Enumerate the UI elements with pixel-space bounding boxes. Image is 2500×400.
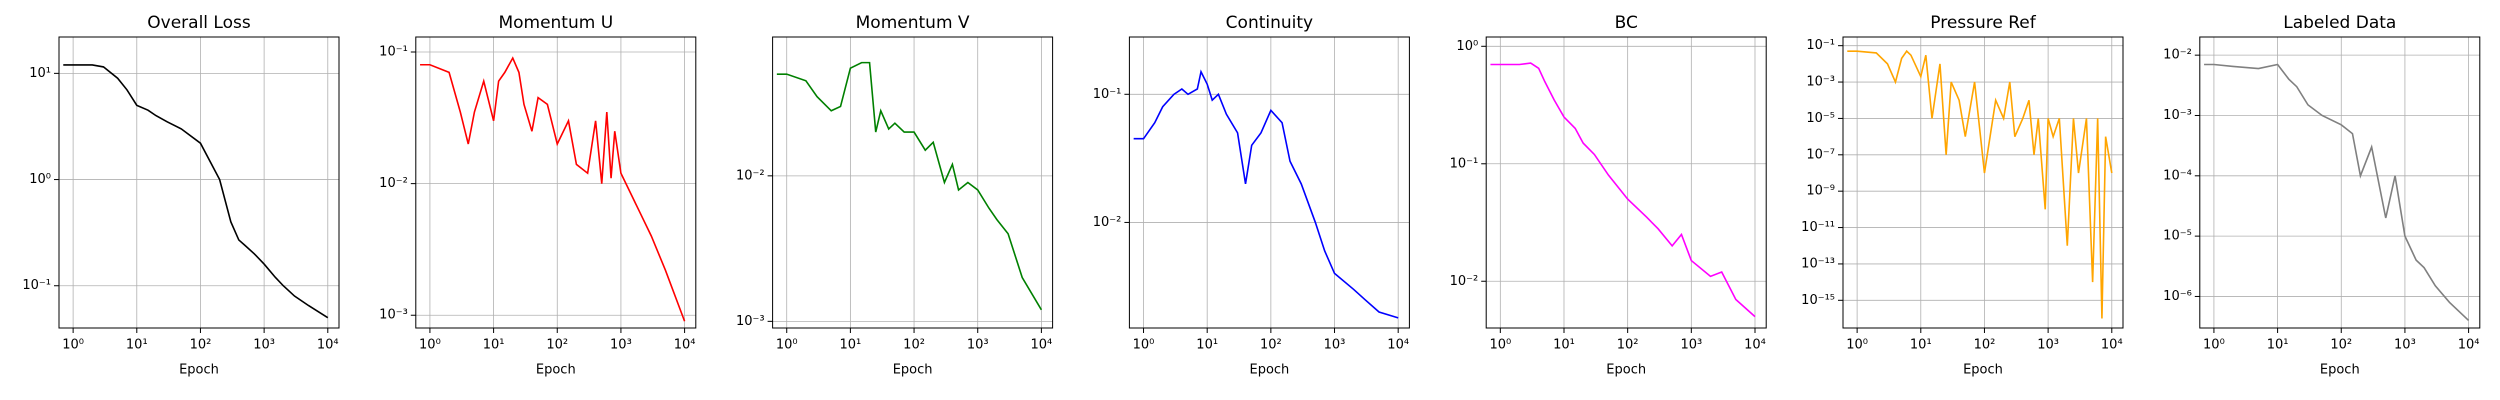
x-axis-label: Epoch — [1249, 363, 1289, 378]
x-tick-label: 10⁴ — [317, 338, 339, 353]
x-tick-label: 10⁰ — [2203, 338, 2225, 353]
x-tick-label: 10³ — [1324, 338, 1346, 353]
x-tick-label: 10³ — [253, 338, 275, 353]
data-line — [776, 61, 1043, 311]
x-axis-label: Epoch — [1606, 363, 1646, 378]
y-tick-label: 10⁻⁴ — [2163, 168, 2192, 183]
y-tick-label: 10⁻² — [736, 168, 765, 183]
subplot-title: Momentum U — [498, 13, 613, 33]
x-tick-label: 10⁰ — [1489, 338, 1511, 353]
axes-frame — [415, 36, 697, 329]
y-tick-label: 10⁻¹¹ — [1801, 220, 1835, 235]
x-axis-label: Epoch — [2320, 363, 2360, 378]
x-tick-label: 10¹ — [1910, 338, 1932, 353]
y-tick-label: 10⁻¹⁵ — [1801, 293, 1835, 308]
data-line — [2204, 63, 2470, 322]
y-tick-label: 10⁻⁹ — [1806, 184, 1835, 199]
y-tick-label: 10⁻² — [379, 176, 408, 191]
subplot-title: Momentum V — [856, 13, 970, 33]
axes-frame — [2199, 36, 2481, 329]
x-tick-label: 10⁰ — [419, 338, 441, 353]
y-tick-label: 10⁻¹ — [1093, 87, 1122, 102]
y-tick-label: 10¹ — [29, 66, 51, 81]
y-tick-label: 10⁻¹ — [1450, 156, 1479, 171]
y-tick-label: 10⁻³ — [379, 308, 408, 323]
y-tick-label: 10⁻⁵ — [2163, 229, 2192, 244]
subplot-title: BC — [1615, 13, 1638, 33]
y-tick-label: 10⁻¹³ — [1801, 256, 1835, 271]
data-line — [1133, 69, 1399, 319]
y-tick-label: 10⁻³ — [2163, 108, 2192, 123]
x-tick-label: 10¹ — [126, 338, 148, 353]
data-line — [420, 56, 686, 322]
axes-frame — [772, 36, 1054, 329]
x-axis-label: Epoch — [893, 363, 933, 378]
x-tick-label: 10⁴ — [2458, 338, 2480, 353]
y-tick-label: 10⁻⁵ — [1806, 111, 1835, 126]
data-line — [1847, 49, 2113, 319]
x-tick-label: 10⁰ — [1846, 338, 1868, 353]
x-tick-label: 10² — [2330, 338, 2352, 353]
y-tick-label: 10⁰ — [1456, 39, 1478, 54]
y-tick-label: 10⁻⁷ — [1806, 147, 1835, 162]
y-tick-label: 10⁻² — [2163, 48, 2192, 63]
x-axis-label: Epoch — [1963, 363, 2003, 378]
x-tick-label: 10² — [1974, 338, 1996, 353]
x-tick-label: 10¹ — [1553, 338, 1575, 353]
subplot-title: Pressure Ref — [1930, 13, 2037, 33]
x-tick-label: 10⁴ — [1387, 338, 1409, 353]
x-tick-label: 10⁴ — [1744, 338, 1766, 353]
y-tick-label: 10⁻² — [1093, 215, 1122, 230]
x-tick-label: 10⁴ — [1031, 338, 1053, 353]
y-tick-label: 10⁰ — [29, 172, 51, 187]
x-tick-label: 10⁰ — [62, 338, 84, 353]
x-tick-label: 10² — [546, 338, 568, 353]
axes-frame — [1485, 36, 1767, 329]
axes-frame — [1842, 36, 2124, 329]
axes-frame — [58, 36, 340, 329]
x-axis-label: Epoch — [536, 363, 576, 378]
y-tick-label: 10⁻² — [1450, 274, 1479, 289]
y-tick-label: 10⁻¹ — [1806, 38, 1835, 53]
x-tick-label: 10² — [1617, 338, 1639, 353]
x-tick-label: 10⁴ — [674, 338, 696, 353]
x-axis-label: Epoch — [179, 363, 219, 378]
x-tick-label: 10⁰ — [1133, 338, 1155, 353]
data-line — [63, 64, 329, 319]
subplot-title: Overall Loss — [147, 13, 251, 33]
axes-frame — [1128, 36, 1410, 329]
x-tick-label: 10³ — [610, 338, 632, 353]
x-tick-label: 10³ — [1680, 338, 1702, 353]
x-tick-label: 10¹ — [1196, 338, 1218, 353]
x-tick-label: 10³ — [2394, 338, 2416, 353]
x-tick-label: 10¹ — [840, 338, 862, 353]
subplot-title: Labeled Data — [2283, 13, 2396, 33]
x-tick-label: 10⁴ — [2101, 338, 2123, 353]
x-tick-label: 10³ — [2037, 338, 2059, 353]
x-tick-label: 10⁰ — [776, 338, 798, 353]
y-tick-label: 10⁻⁶ — [2163, 289, 2192, 304]
y-tick-label: 10⁻¹ — [22, 278, 51, 293]
data-line — [1490, 62, 1756, 318]
subplot-title: Continuity — [1226, 13, 1313, 33]
y-tick-label: 10⁻³ — [736, 314, 765, 329]
x-tick-label: 10² — [190, 338, 212, 353]
x-tick-label: 10² — [903, 338, 925, 353]
y-tick-label: 10⁻³ — [1806, 75, 1835, 90]
y-tick-label: 10⁻¹ — [379, 44, 408, 59]
x-tick-label: 10² — [1260, 338, 1282, 353]
x-tick-label: 10¹ — [483, 338, 505, 353]
x-tick-label: 10¹ — [2267, 338, 2289, 353]
x-tick-label: 10³ — [967, 338, 989, 353]
